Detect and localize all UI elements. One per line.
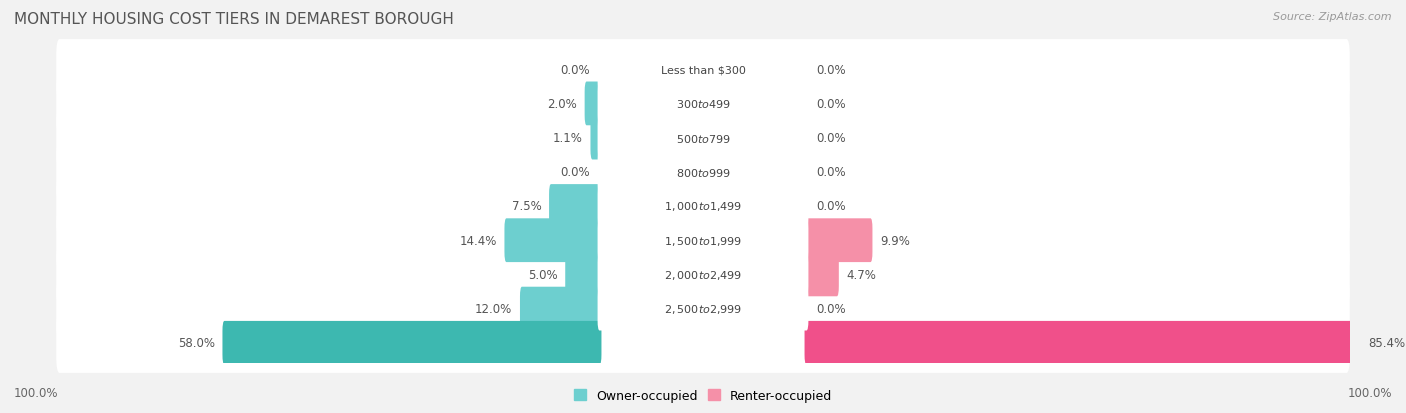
FancyBboxPatch shape: [804, 253, 839, 297]
Text: $800 to $999: $800 to $999: [675, 166, 731, 178]
FancyBboxPatch shape: [565, 253, 602, 297]
FancyBboxPatch shape: [598, 48, 808, 92]
Text: Source: ZipAtlas.com: Source: ZipAtlas.com: [1274, 12, 1392, 22]
FancyBboxPatch shape: [598, 185, 808, 228]
Text: $2,000 to $2,499: $2,000 to $2,499: [664, 268, 742, 281]
Text: $3,000 or more: $3,000 or more: [661, 338, 745, 348]
FancyBboxPatch shape: [804, 321, 1361, 365]
FancyBboxPatch shape: [56, 176, 1350, 237]
Text: 0.0%: 0.0%: [815, 302, 846, 316]
FancyBboxPatch shape: [56, 40, 1350, 100]
Text: 9.9%: 9.9%: [880, 234, 910, 247]
Text: 1.1%: 1.1%: [553, 132, 582, 145]
Text: 0.0%: 0.0%: [815, 97, 846, 111]
FancyBboxPatch shape: [56, 74, 1350, 134]
Text: 100.0%: 100.0%: [1347, 386, 1392, 399]
Text: 85.4%: 85.4%: [1368, 337, 1406, 349]
Text: $1,000 to $1,499: $1,000 to $1,499: [664, 200, 742, 213]
FancyBboxPatch shape: [585, 82, 602, 126]
Text: Less than $300: Less than $300: [661, 65, 745, 75]
FancyBboxPatch shape: [591, 116, 602, 160]
Text: $1,500 to $1,999: $1,500 to $1,999: [664, 234, 742, 247]
Text: MONTHLY HOUSING COST TIERS IN DEMAREST BOROUGH: MONTHLY HOUSING COST TIERS IN DEMAREST B…: [14, 12, 454, 27]
FancyBboxPatch shape: [56, 108, 1350, 168]
FancyBboxPatch shape: [222, 321, 602, 365]
Text: 12.0%: 12.0%: [475, 302, 512, 316]
FancyBboxPatch shape: [56, 279, 1350, 339]
Text: $500 to $799: $500 to $799: [675, 132, 731, 144]
Text: 0.0%: 0.0%: [815, 200, 846, 213]
FancyBboxPatch shape: [804, 219, 873, 262]
Text: 0.0%: 0.0%: [560, 166, 591, 179]
Text: 0.0%: 0.0%: [815, 64, 846, 76]
Text: $300 to $499: $300 to $499: [675, 98, 731, 110]
FancyBboxPatch shape: [56, 245, 1350, 305]
Text: 100.0%: 100.0%: [14, 386, 59, 399]
Text: 0.0%: 0.0%: [815, 132, 846, 145]
Text: 58.0%: 58.0%: [177, 337, 215, 349]
Text: 7.5%: 7.5%: [512, 200, 541, 213]
FancyBboxPatch shape: [598, 82, 808, 126]
FancyBboxPatch shape: [598, 116, 808, 160]
Text: 5.0%: 5.0%: [527, 268, 558, 281]
Text: 0.0%: 0.0%: [560, 64, 591, 76]
FancyBboxPatch shape: [598, 151, 808, 194]
FancyBboxPatch shape: [598, 287, 808, 331]
Text: $2,500 to $2,999: $2,500 to $2,999: [664, 302, 742, 316]
FancyBboxPatch shape: [505, 219, 602, 262]
FancyBboxPatch shape: [598, 219, 808, 262]
Text: 4.7%: 4.7%: [846, 268, 876, 281]
Text: 2.0%: 2.0%: [547, 97, 576, 111]
Text: 14.4%: 14.4%: [460, 234, 496, 247]
FancyBboxPatch shape: [56, 142, 1350, 202]
Legend: Owner-occupied, Renter-occupied: Owner-occupied, Renter-occupied: [568, 384, 838, 407]
FancyBboxPatch shape: [598, 253, 808, 297]
FancyBboxPatch shape: [56, 313, 1350, 373]
FancyBboxPatch shape: [520, 287, 602, 331]
FancyBboxPatch shape: [550, 185, 602, 228]
FancyBboxPatch shape: [56, 211, 1350, 271]
Text: 0.0%: 0.0%: [815, 166, 846, 179]
